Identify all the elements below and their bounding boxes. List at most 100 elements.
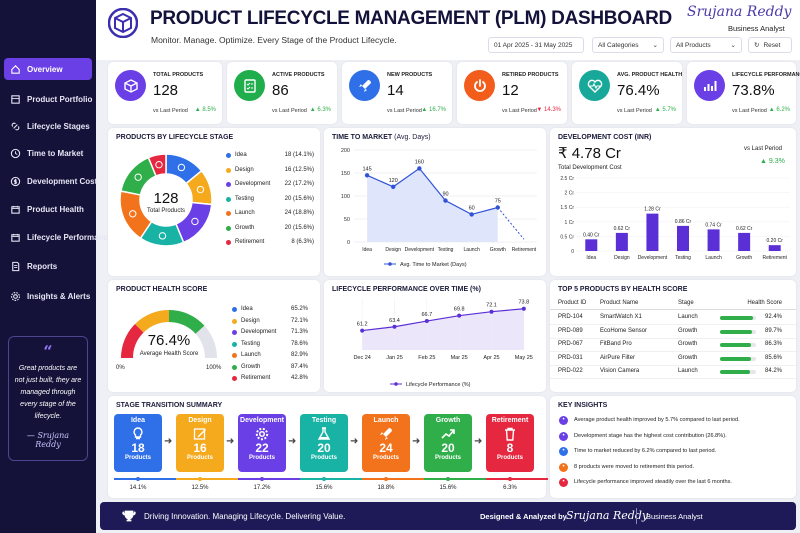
ttm-point[interactable]: [443, 198, 448, 203]
health-bar: [720, 370, 756, 374]
transition-stage-name: Development: [240, 417, 284, 424]
gear-icon: [11, 291, 20, 301]
cost-bar[interactable]: [677, 225, 689, 251]
devcost-title: DEVELOPMENT COST (INR): [558, 134, 652, 141]
sidebar-item-overview[interactable]: Overview: [4, 58, 92, 80]
ttm-point[interactable]: [391, 184, 396, 189]
cost-bar[interactable]: [768, 245, 781, 251]
transition-unit: Products: [496, 455, 523, 461]
trash-icon: [505, 427, 515, 441]
sidebar-item-lifecycle-performance[interactable]: Lifecycle Performance: [4, 226, 112, 248]
ttm-data-label: 145: [362, 166, 371, 172]
transition-stage-name: Launch: [373, 417, 399, 424]
health-stage-value: 71.3%: [290, 329, 308, 335]
sidebar-item-insights-alerts[interactable]: Insights & Alerts: [4, 285, 92, 307]
perf-point[interactable]: [424, 319, 429, 324]
ttm-point[interactable]: [469, 212, 474, 217]
sidebar-item-development-cost[interactable]: Development Cost: [4, 170, 97, 192]
donut-slice-retirement[interactable]: [147, 153, 167, 177]
health-bar-fill: [720, 343, 752, 347]
transition-stage-design[interactable]: Design 16 Products: [176, 414, 224, 472]
column-header: Stage: [678, 300, 694, 306]
top5-panel: TOP 5 PRODUCTS BY HEALTH SCORE Product I…: [550, 280, 796, 392]
quote-author: — Srujana Reddy: [26, 431, 70, 449]
cost-data-label: 0.86 Cr: [675, 219, 692, 225]
sidebar-item-time-to-market[interactable]: Time to Market: [4, 142, 92, 164]
cost-bar[interactable]: [738, 232, 751, 251]
transition-stage-launch[interactable]: Launch 24 Products: [362, 414, 410, 472]
x-tick-label: Growth: [736, 255, 752, 261]
product-select[interactable]: All Products ⌄: [670, 37, 742, 53]
table-row[interactable]: PRD-104 SmartWatch X1 Launch 92.4%: [550, 312, 796, 325]
health-stage-name: Development: [241, 329, 277, 335]
health-stage-name: Growth: [241, 363, 261, 370]
health-stage-value: 82.9%: [290, 352, 308, 358]
ttm-point[interactable]: [417, 166, 422, 171]
transition-unit: Products: [434, 455, 461, 461]
date-range-picker[interactable]: 01 Apr 2025 - 31 May 2025: [488, 37, 584, 53]
kpi-card: LIFECYCLE PERFORMANCE 73.8% vs Last Period…: [687, 62, 800, 124]
devcost-bar-chart: 0 0.5 Cr 1 Cr 1.5 Cr 2 Cr 2.5 Cr 0.40 Cr Idea 0.…: [560, 176, 790, 261]
health-stage-name: Idea: [241, 306, 253, 312]
perf-point[interactable]: [457, 313, 462, 318]
reset-button[interactable]: ↻ Reset: [748, 37, 792, 53]
ttm-title: TIME TO MARKET (Avg. Days): [332, 134, 431, 141]
ttm-data-label: 90: [442, 192, 448, 198]
ttm-point[interactable]: [364, 173, 370, 178]
health-stage-value: 65.2%: [290, 306, 308, 312]
perf-point[interactable]: [360, 328, 365, 333]
sidebar-item-product-portfolio[interactable]: Product Portfolio: [4, 88, 92, 110]
transition-stage-retirement[interactable]: Retirement 8 Products: [486, 414, 534, 472]
sidebar-item-product-health[interactable]: Product Health: [4, 198, 92, 220]
x-tick-label: Feb 25: [418, 355, 435, 361]
gauge-fill-amber: [135, 310, 169, 333]
sidebar-item-lifecycle-stages[interactable]: Lifecycle Stages: [4, 115, 92, 137]
perf-series-line: [362, 308, 524, 332]
legend-stage-value: 18 (14.1%): [284, 152, 314, 158]
quote-mark-icon: “: [43, 342, 53, 361]
table-row[interactable]: PRD-067 FitBand Pro Growth 86.3%: [550, 339, 796, 352]
transition-stage-development[interactable]: Development 22 Products: [238, 414, 286, 472]
arrow-right-icon: ➜: [350, 436, 359, 447]
perf-legend: Lifecycle Performance (%): [406, 382, 471, 388]
cell-score: 92.4%: [764, 314, 782, 320]
category-select[interactable]: All Categories ⌄: [592, 37, 664, 53]
cell-stage: Launch: [678, 314, 698, 320]
link-icon: [11, 122, 20, 130]
transition-count: 24: [379, 441, 393, 455]
x-tick-label: Idea: [362, 247, 372, 253]
perf-point[interactable]: [392, 324, 397, 329]
lightbulb-icon: [133, 427, 143, 440]
table-row[interactable]: PRD-089 EcoHome Sensor Growth 89.7%: [550, 326, 796, 339]
legend-stage-value: 22 (17.2%): [284, 181, 314, 187]
cost-bar[interactable]: [585, 239, 598, 251]
table-row[interactable]: PRD-022 Vision Camera Launch 84.2%: [550, 366, 796, 379]
legend-dot: [226, 225, 231, 231]
cost-bar[interactable]: [707, 229, 720, 251]
cell-name: FitBand Pro: [600, 341, 632, 347]
perf-data-label: 73.8: [518, 300, 529, 306]
transition-stage-testing[interactable]: Testing 20 Products: [300, 414, 348, 472]
x-tick-label: Dec 24: [353, 355, 370, 361]
kpi-label: LIFECYCLE PERFORMANCE: [732, 72, 800, 78]
ttm-title-suffix: (Avg. Days): [394, 134, 431, 141]
perf-point[interactable]: [489, 309, 494, 314]
table-row[interactable]: PRD-031 AirPure Filter Growth 85.6%: [550, 353, 796, 366]
legend-dot: [232, 330, 237, 335]
perf-data-label: 69.8: [454, 307, 465, 313]
health-stage-value: 72.1%: [290, 317, 308, 324]
sidebar-item-reports[interactable]: Reports: [4, 255, 92, 277]
transition-title: STAGE TRANSITION SUMMARY: [116, 402, 223, 409]
health-stage-value: 42.8%: [290, 375, 308, 381]
health-bar-fill: [720, 329, 753, 334]
transition-stage-idea[interactable]: Idea 18 Products: [114, 414, 162, 472]
perf-point[interactable]: [521, 306, 526, 311]
calendar-icon: [11, 233, 20, 242]
transition-stage-growth[interactable]: Growth 20 Products: [424, 414, 472, 472]
x-tick-label: Retirement: [762, 255, 787, 261]
heart-pulse-icon: [579, 70, 610, 101]
cost-bar[interactable]: [646, 213, 659, 251]
ttm-point[interactable]: [495, 205, 500, 210]
cost-bar[interactable]: [615, 232, 628, 251]
kpi-compare: vs Last Period: [153, 108, 188, 114]
